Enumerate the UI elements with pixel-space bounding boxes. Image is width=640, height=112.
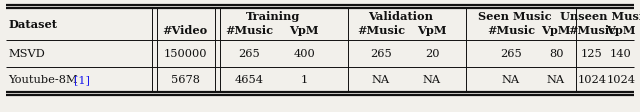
Text: #Music: #Music: [487, 25, 535, 36]
Text: #Music: #Music: [568, 25, 616, 36]
Text: Youtube-8M: Youtube-8M: [8, 75, 81, 85]
Text: 265: 265: [238, 49, 260, 59]
Text: Training: Training: [246, 12, 300, 23]
Text: MSVD: MSVD: [8, 49, 45, 59]
Text: 4654: 4654: [234, 75, 264, 85]
Text: Unseen Music: Unseen Music: [560, 12, 640, 23]
Text: #Music: #Music: [225, 25, 273, 36]
Text: VpM: VpM: [289, 25, 319, 36]
Text: NA: NA: [372, 75, 390, 85]
Text: 265: 265: [500, 49, 522, 59]
Text: Dataset: Dataset: [8, 18, 57, 29]
Text: 140: 140: [610, 49, 632, 59]
Text: NA: NA: [502, 75, 520, 85]
Text: 125: 125: [581, 49, 603, 59]
Text: NA: NA: [547, 75, 565, 85]
Text: VpM: VpM: [541, 25, 571, 36]
Text: 1: 1: [300, 75, 308, 85]
Text: 400: 400: [293, 49, 315, 59]
Text: 150000: 150000: [163, 49, 207, 59]
Text: 80: 80: [548, 49, 563, 59]
Text: 5678: 5678: [170, 75, 200, 85]
Text: [1]: [1]: [74, 75, 90, 85]
Text: NA: NA: [423, 75, 441, 85]
Text: #Music: #Music: [357, 25, 405, 36]
Text: Seen Music: Seen Music: [478, 12, 552, 23]
Text: 1024: 1024: [577, 75, 607, 85]
Text: VpM: VpM: [606, 25, 636, 36]
Text: 20: 20: [425, 49, 439, 59]
Text: Validation: Validation: [369, 12, 433, 23]
Text: 1024: 1024: [607, 75, 636, 85]
Text: 265: 265: [370, 49, 392, 59]
Text: VpM: VpM: [417, 25, 447, 36]
Text: #Video: #Video: [163, 25, 207, 36]
